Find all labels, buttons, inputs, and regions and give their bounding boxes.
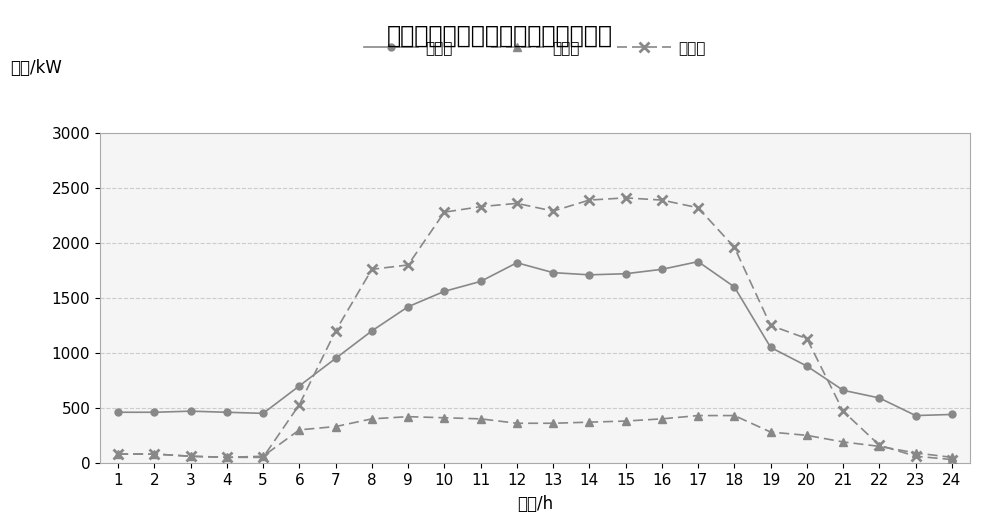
热负荷 <box>837 439 849 445</box>
电负荷 <box>330 355 342 362</box>
电负荷 <box>910 412 922 419</box>
冷负荷 <box>946 456 958 463</box>
电负荷 <box>620 271 632 277</box>
冷负荷 <box>330 328 342 334</box>
热负荷 <box>583 419 595 426</box>
冷负荷 <box>873 442 885 448</box>
冷负荷 <box>656 197 668 203</box>
热负荷 <box>873 443 885 450</box>
电负荷 <box>873 395 885 401</box>
冷负荷 <box>438 209 450 215</box>
电负荷 <box>583 272 595 278</box>
电负荷 <box>728 284 740 290</box>
电负荷 <box>257 410 269 417</box>
热负荷 <box>330 423 342 430</box>
热负荷 <box>438 414 450 421</box>
X-axis label: 时间/h: 时间/h <box>517 495 553 512</box>
电负荷 <box>801 363 813 369</box>
热负荷 <box>366 415 378 422</box>
热负荷 <box>112 451 124 457</box>
电负荷 <box>293 383 305 389</box>
冷负荷 <box>511 200 523 206</box>
电负荷 <box>148 409 160 415</box>
电负荷 <box>112 409 124 415</box>
冷负荷 <box>257 454 269 461</box>
电负荷 <box>656 266 668 272</box>
电负荷 <box>475 278 487 285</box>
冷负荷 <box>801 335 813 342</box>
热负荷 <box>765 429 777 435</box>
电负荷 <box>366 328 378 334</box>
热负荷 <box>910 450 922 456</box>
热负荷 <box>257 453 269 460</box>
热负荷 <box>692 412 704 419</box>
电负荷 <box>221 409 233 415</box>
Legend: 电负荷, 热负荷, 冷负荷: 电负荷, 热负荷, 冷负荷 <box>358 35 712 62</box>
电负荷 <box>511 260 523 266</box>
电负荷 <box>185 408 197 414</box>
电负荷 <box>547 269 559 276</box>
冷负荷 <box>402 262 414 268</box>
冷负荷 <box>910 453 922 460</box>
冷负荷 <box>620 195 632 201</box>
热负荷 <box>620 418 632 424</box>
Text: 功率/kW: 功率/kW <box>10 59 62 77</box>
Line: 电负荷: 电负荷 <box>115 258 955 419</box>
热负荷 <box>148 451 160 457</box>
电负荷 <box>692 259 704 265</box>
热负荷 <box>475 415 487 422</box>
热负荷 <box>728 412 740 419</box>
冷负荷 <box>728 244 740 251</box>
冷负荷 <box>366 266 378 272</box>
热负荷 <box>656 415 668 422</box>
热负荷 <box>547 420 559 427</box>
冷负荷 <box>185 453 197 460</box>
冷负荷 <box>765 322 777 329</box>
Line: 热负荷: 热负荷 <box>114 411 956 461</box>
热负荷 <box>511 420 523 427</box>
冷负荷 <box>692 205 704 211</box>
Text: 典型办公楼宇夏季日前负荷预测曲线: 典型办公楼宇夏季日前负荷预测曲线 <box>387 24 613 48</box>
热负荷 <box>946 454 958 461</box>
电负荷 <box>765 344 777 351</box>
电负荷 <box>946 411 958 418</box>
冷负荷 <box>583 197 595 203</box>
冷负荷 <box>837 408 849 414</box>
热负荷 <box>402 413 414 420</box>
热负荷 <box>185 453 197 460</box>
Line: 冷负荷: 冷负荷 <box>113 193 957 464</box>
电负荷 <box>438 288 450 295</box>
电负荷 <box>837 387 849 394</box>
热负荷 <box>801 432 813 438</box>
冷负荷 <box>293 401 305 408</box>
热负荷 <box>221 454 233 461</box>
冷负荷 <box>112 451 124 457</box>
热负荷 <box>293 427 305 433</box>
电负荷 <box>402 304 414 310</box>
冷负荷 <box>547 208 559 214</box>
冷负荷 <box>221 454 233 461</box>
冷负荷 <box>475 203 487 210</box>
冷负荷 <box>148 451 160 457</box>
